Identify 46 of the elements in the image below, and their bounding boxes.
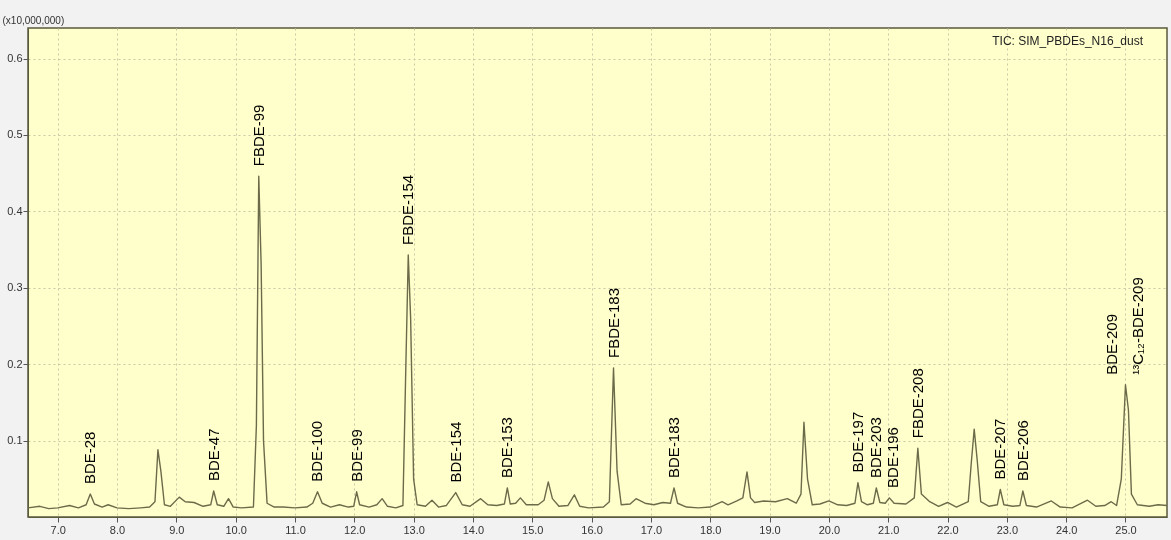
annotation: BDE-209 [1103,313,1121,375]
x-tick-label: 13.0 [403,523,425,536]
annotation: BDE-28 [81,431,99,485]
x-tick-label: 20.0 [818,523,841,536]
annotation: TIC: SIM_PBDEs_N16_dust [992,34,1144,48]
y-axis-title: (x10,000,000) [2,14,65,26]
y-tick-label: 0.1 [7,434,23,447]
y-tick-label: 0.6 [7,52,23,65]
annotation: BDE-100 [308,420,326,482]
x-tick-label: 15.0 [522,523,544,536]
x-tick-label: 11.0 [285,523,306,536]
annotation: ¹³C₁₂-BDE-209 [1129,277,1147,375]
x-tick-label: 7.0 [50,523,66,536]
x-tick-label: 16.0 [581,523,603,536]
annotation: BDE-154 [446,421,464,483]
annotation: BDE-203 [867,417,885,478]
annotation: FBDE-154 [399,174,417,245]
x-tick-label: 21.0 [877,523,900,536]
y-tick-label: 0.2 [7,357,23,370]
annotation: BDE-196 [883,427,901,488]
line-series [28,175,1167,510]
y-tick-label: 0.5 [7,128,23,141]
annotation: FBDE-99 [249,104,267,167]
x-tick-label: 23.0 [996,523,1019,536]
annotation: BDE-206 [1013,420,1031,482]
annotation: BDE-197 [848,411,866,473]
y-tick-label: 0.3 [7,281,23,294]
x-tick-label: 24.0 [1055,523,1078,536]
x-tick-label: 17.0 [640,523,663,536]
annotation: BDE-153 [498,417,516,478]
x-tick-label: 8.0 [109,523,126,536]
x-tick-label: 18.0 [700,523,722,536]
x-tick-label: 14.0 [462,523,485,536]
annotation: FBDE-183 [604,287,622,359]
x-tick-label: 12.0 [344,523,366,536]
x-tick-label: 10.0 [225,523,247,536]
annotation: BDE-47 [204,428,222,482]
annotation: BDE-99 [347,429,365,482]
annotation: FBDE-208 [908,368,926,439]
x-tick-label: 22.0 [937,523,959,536]
x-tick-label: 9.0 [169,523,185,536]
annotation: BDE-183 [665,417,683,478]
x-tick-label: 19.0 [759,523,781,536]
x-tick-label: 25.0 [1115,523,1137,536]
annotation: BDE-207 [991,418,1009,480]
y-tick-label: 0.4 [7,204,23,217]
